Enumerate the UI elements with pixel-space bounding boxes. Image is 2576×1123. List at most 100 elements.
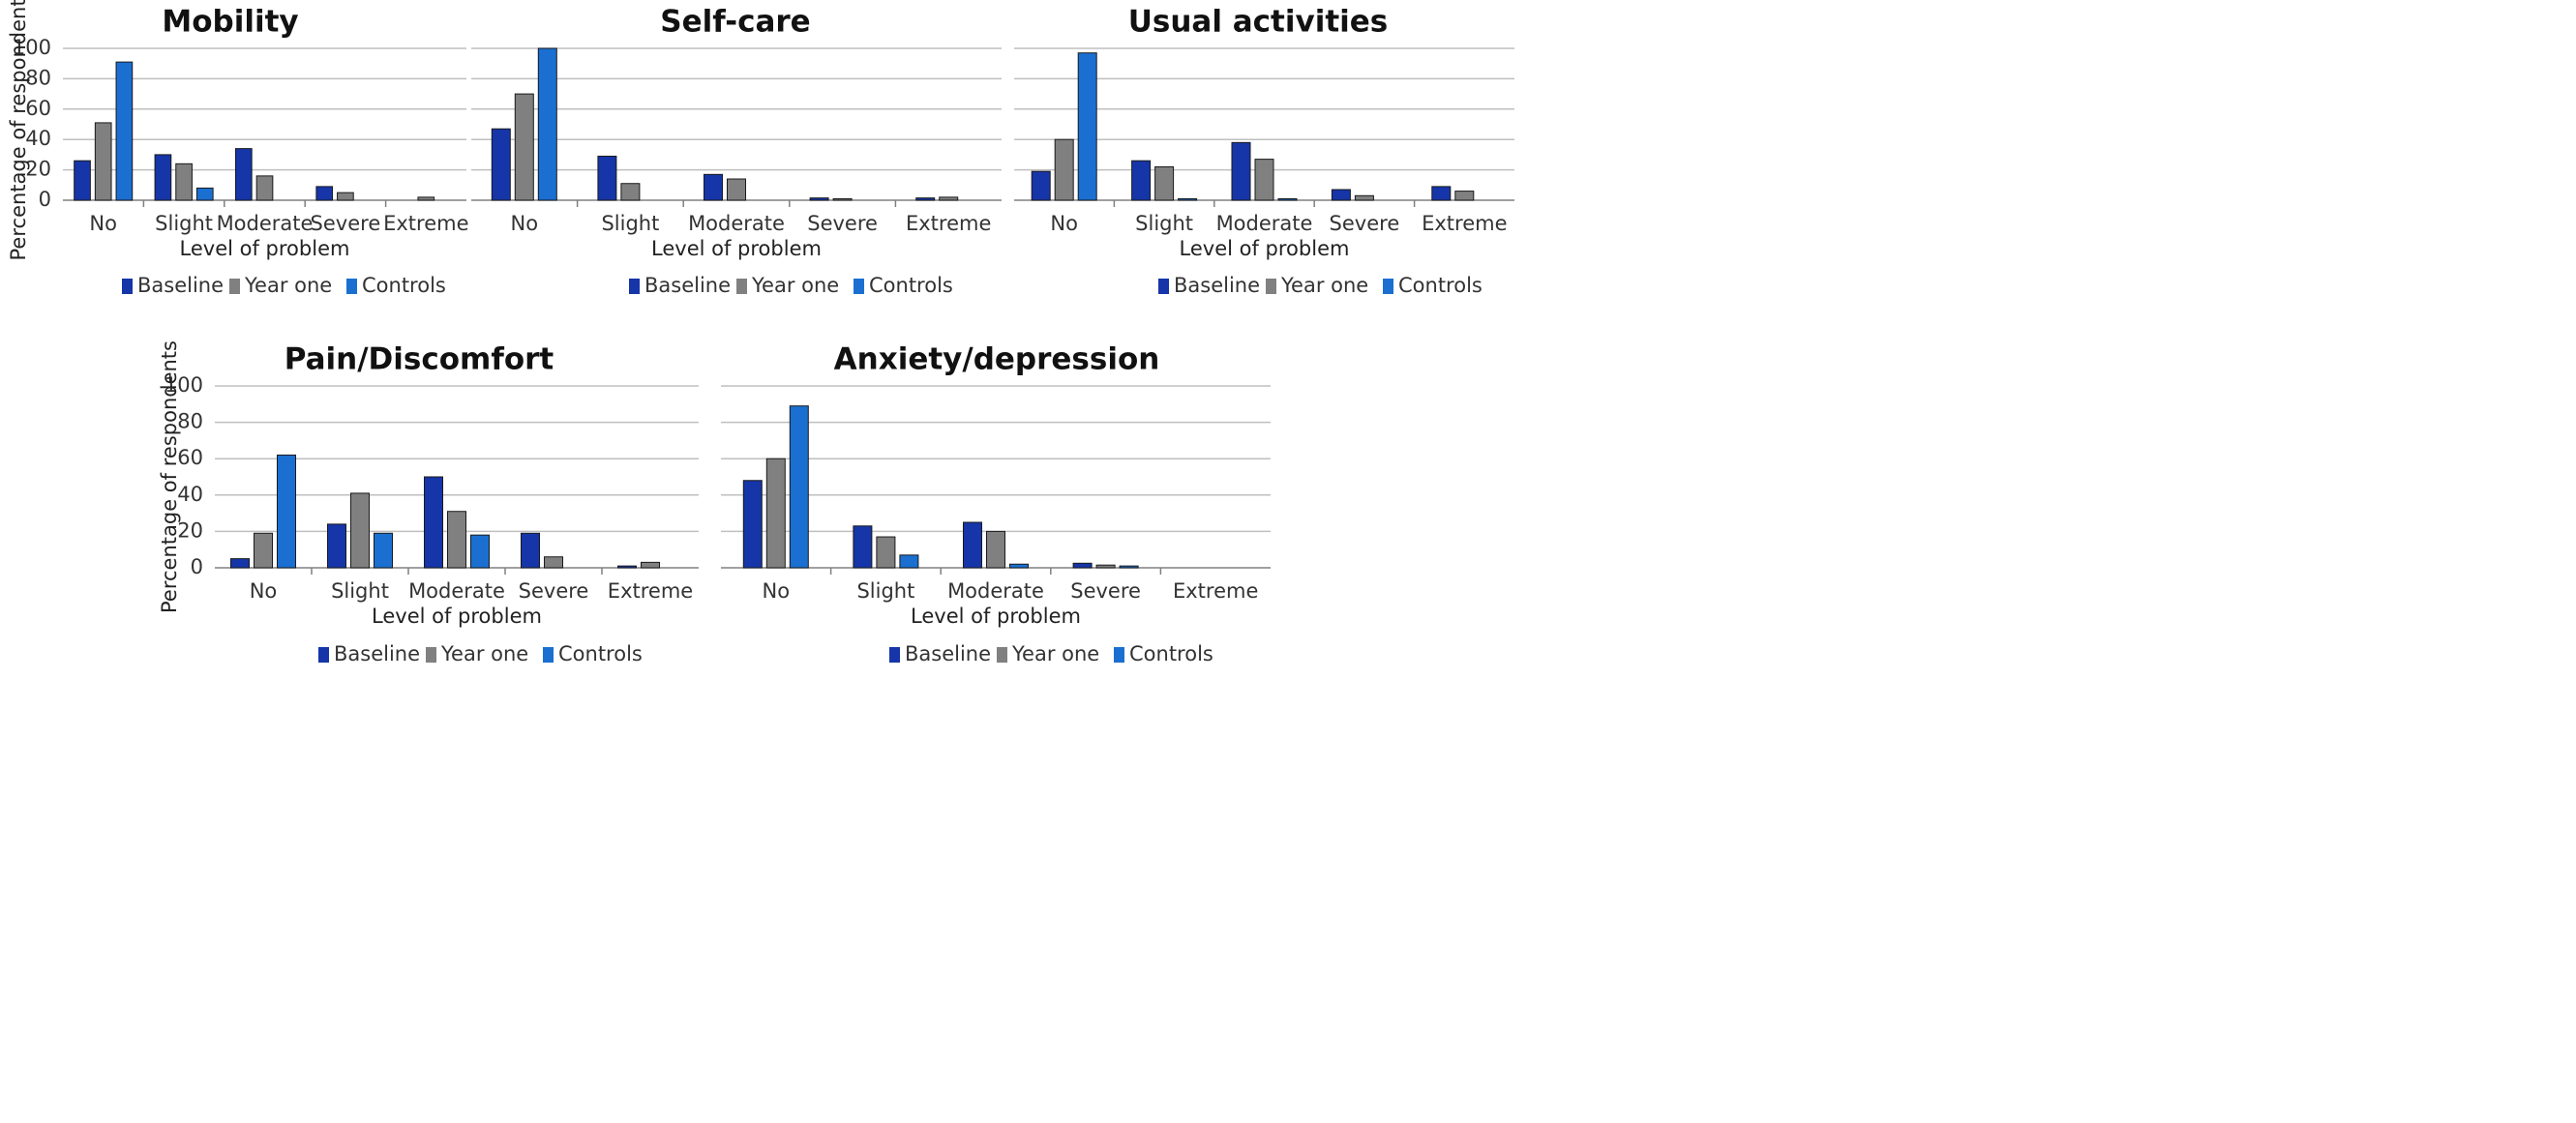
legend-swatch-year-one: [426, 647, 436, 663]
x-tick-label: Slight: [1135, 212, 1193, 235]
legend-swatch-baseline: [889, 647, 900, 663]
bar-year-one-slight: [876, 536, 896, 569]
legend-swatch-controls: [1383, 279, 1393, 294]
bar-baseline-moderate: [424, 476, 443, 569]
legend-swatch-year-one: [997, 647, 1007, 663]
bar-baseline-slight: [853, 525, 873, 569]
legend-label: Baseline: [1174, 274, 1260, 297]
bar-year-one-no: [1054, 138, 1074, 201]
bar-year-one-moderate: [255, 175, 274, 201]
x-tick-label: Slight: [331, 579, 389, 603]
bar-year-one-severe: [1095, 564, 1116, 569]
x-tick-label: No: [511, 212, 539, 235]
x-tick-label: Moderate: [1216, 212, 1313, 235]
y-tick-label: 0: [39, 188, 51, 211]
bar-baseline-severe: [1072, 562, 1093, 569]
bar-year-one-no: [254, 532, 273, 569]
y-tick-label: 20: [177, 518, 203, 542]
bar-baseline-moderate: [1231, 141, 1251, 201]
bar-year-one-moderate: [986, 530, 1005, 569]
bar-baseline-slight: [327, 523, 346, 569]
legend-swatch-baseline: [122, 279, 133, 294]
bar-baseline-moderate: [704, 173, 723, 201]
x-axis-label: Level of problem: [372, 605, 542, 628]
x-axis-label: Level of problem: [651, 237, 822, 260]
y-tick-label: 40: [177, 483, 203, 506]
bar-baseline-severe: [521, 532, 540, 569]
x-tick-label: Extreme: [608, 579, 693, 603]
y-tick-label: 40: [25, 127, 51, 150]
chart-panel-usual-activities: Usual activities No Slight Moderate Severe Ex…: [1014, 5, 1514, 297]
x-tick-label: Slight: [155, 212, 213, 235]
x-tick-label: No: [89, 212, 117, 235]
x-tick-label: Moderate: [947, 579, 1044, 603]
x-tick-label: Extreme: [1173, 579, 1258, 603]
x-tick-label: Extreme: [383, 212, 468, 235]
y-tick-label: 20: [25, 158, 51, 181]
bar-controls-no: [277, 454, 296, 569]
chart-title: Mobility: [162, 5, 298, 40]
bar-baseline-extreme: [1431, 186, 1452, 201]
bar-baseline-no: [491, 128, 511, 201]
x-tick-label: No: [1050, 212, 1078, 235]
bar-baseline-severe: [1331, 189, 1351, 201]
bar-year-one-extreme: [641, 561, 660, 569]
legend-label: Baseline: [644, 274, 731, 297]
x-tick-label: Severe: [1330, 212, 1400, 235]
y-tick-label: 100: [165, 373, 203, 397]
x-tick-label: Moderate: [217, 212, 314, 235]
bar-year-one-severe: [1354, 194, 1374, 201]
bar-baseline-slight: [597, 155, 617, 201]
x-axis-label: Level of problem: [180, 237, 350, 260]
bar-controls-no: [789, 405, 809, 569]
bar-controls-slight: [195, 187, 214, 201]
y-axis-label: Percentage of respondents: [7, 0, 30, 260]
bar-year-one-severe: [832, 197, 853, 201]
bar-controls-moderate: [1277, 197, 1298, 201]
bar-baseline-slight: [154, 154, 172, 201]
legend-swatch-controls: [346, 279, 357, 294]
legend-label: Year one: [440, 642, 528, 665]
bar-baseline-extreme: [915, 197, 936, 201]
chart-title: Usual activities: [1128, 5, 1389, 40]
x-tick-label: No: [763, 579, 791, 603]
legend-label: Baseline: [137, 274, 224, 297]
legend-label: Year one: [1280, 274, 1368, 297]
legend-label: Controls: [869, 274, 953, 297]
y-tick-label: 80: [25, 66, 51, 89]
x-tick-label: Moderate: [408, 579, 505, 603]
legend-swatch-year-one: [1266, 279, 1276, 294]
bar-controls-no: [1077, 52, 1097, 201]
legend-label: Baseline: [334, 642, 420, 665]
legend-swatch-controls: [854, 279, 864, 294]
bar-controls-moderate: [1009, 563, 1029, 569]
legend-label: Year one: [1011, 642, 1099, 665]
bar-baseline-slight: [1131, 160, 1152, 201]
bar-year-one-moderate: [1254, 159, 1274, 201]
bar-baseline-no: [230, 558, 250, 569]
legend-swatch-baseline: [1158, 279, 1169, 294]
x-tick-label: Severe: [1070, 579, 1141, 603]
bar-year-one-slight: [1154, 165, 1175, 201]
bar-year-one-extreme: [1454, 191, 1475, 201]
bar-year-one-extreme: [417, 196, 435, 201]
bar-baseline-severe: [315, 186, 334, 201]
legend-label: Controls: [1398, 274, 1483, 297]
bar-year-one-severe: [544, 556, 563, 569]
y-tick-label: 60: [25, 97, 51, 120]
y-tick-label: 100: [13, 36, 51, 59]
legend-swatch-controls: [1114, 647, 1124, 663]
bar-controls-severe: [1119, 565, 1139, 569]
legend-label: Controls: [558, 642, 643, 665]
legend-label: Year one: [751, 274, 839, 297]
y-axis-label: Percentage of respondents: [158, 340, 181, 613]
bar-year-one-slight: [620, 183, 641, 201]
bar-baseline-extreme: [617, 565, 637, 569]
y-tick-label: 80: [177, 410, 203, 433]
bar-controls-moderate: [470, 534, 490, 569]
legend-swatch-baseline: [318, 647, 329, 663]
legend-label: Year one: [244, 274, 332, 297]
x-tick-label: Moderate: [688, 212, 785, 235]
bar-baseline-moderate: [234, 148, 253, 201]
x-tick-label: Severe: [519, 579, 589, 603]
